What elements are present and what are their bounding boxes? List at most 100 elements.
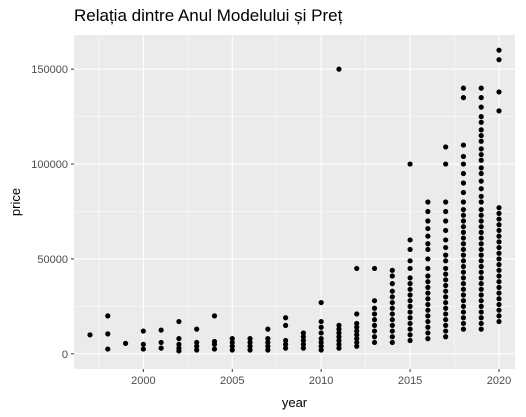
data-point: [496, 296, 502, 302]
data-point: [229, 339, 235, 346]
data-point: [478, 85, 484, 91]
data-point: [425, 256, 431, 262]
data-point: [425, 296, 431, 302]
data-point: [460, 218, 467, 224]
data-point: [478, 286, 484, 292]
data-point: [478, 246, 484, 253]
data-point: [425, 290, 431, 296]
data-point: [354, 343, 360, 349]
data-point: [407, 332, 413, 338]
data-point: [496, 89, 502, 95]
data-point: [478, 127, 484, 133]
data-point: [407, 258, 413, 264]
data-point: [354, 336, 360, 342]
data-point: [496, 267, 502, 273]
data-point: [478, 146, 484, 152]
data-point: [478, 224, 484, 230]
data-point: [300, 330, 306, 336]
minor-gridlines: [74, 35, 515, 369]
data-point: [496, 205, 502, 211]
data-point: [443, 322, 449, 328]
data-point: [478, 114, 484, 120]
data-point: [460, 286, 467, 292]
data-point: [443, 299, 449, 306]
data-point: [176, 341, 182, 347]
data-point: [194, 339, 200, 346]
data-point: [478, 281, 484, 287]
data-point: [478, 119, 484, 125]
data-point: [443, 317, 449, 323]
data-point: [371, 311, 378, 317]
data-point: [496, 210, 502, 216]
data-point: [407, 320, 413, 327]
data-point: [460, 170, 467, 177]
data-point: [425, 225, 431, 232]
data-point: [407, 298, 413, 304]
data-point: [407, 303, 413, 309]
data-point: [443, 161, 449, 167]
data-point: [425, 324, 431, 330]
data-point: [478, 151, 484, 158]
data-point: [478, 206, 484, 213]
data-point: [407, 246, 413, 253]
data-point: [176, 336, 182, 342]
data-point: [425, 307, 431, 313]
data-point: [496, 262, 502, 268]
x-axis-title: year: [282, 395, 308, 410]
data-point: [443, 199, 449, 205]
data-point: [496, 256, 502, 262]
data-point: [478, 229, 484, 235]
data-point: [336, 326, 342, 332]
data-point: [283, 341, 289, 347]
data-point: [460, 95, 467, 101]
data-point: [478, 218, 484, 224]
data-point: [460, 298, 467, 304]
data-point: [496, 216, 502, 222]
y-tick-label: 50000: [37, 254, 68, 266]
data-point: [460, 292, 467, 298]
data-point: [478, 269, 484, 275]
data-point: [425, 273, 431, 279]
data-point: [389, 311, 395, 317]
data-point: [247, 347, 253, 353]
data-point: [176, 345, 182, 351]
data-point: [336, 322, 342, 328]
data-point: [318, 343, 324, 349]
data-point: [229, 336, 235, 342]
y-tick-label: 150000: [31, 64, 68, 76]
data-point: [407, 315, 413, 321]
data-point: [389, 267, 395, 273]
data-point: [283, 345, 289, 351]
data-point: [443, 265, 449, 272]
data-point: [460, 281, 467, 287]
data-point: [140, 328, 146, 334]
data-point: [425, 265, 431, 272]
data-point: [478, 178, 484, 184]
data-point: [460, 212, 467, 218]
data-point: [460, 315, 467, 321]
plot-panel: [74, 35, 515, 369]
data-point: [407, 326, 413, 332]
data-point: [478, 303, 484, 309]
data-point: [460, 303, 467, 309]
y-tick-label: 0: [62, 349, 68, 361]
data-point: [460, 180, 467, 186]
x-tick-label: 2010: [309, 375, 333, 387]
data-point: [478, 326, 484, 332]
data-point: [496, 318, 502, 325]
data-point: [265, 347, 271, 353]
data-point: [87, 332, 93, 338]
data-point: [460, 142, 467, 148]
data-point: [318, 318, 324, 325]
data-point: [283, 315, 289, 321]
data-point: [460, 229, 467, 235]
data-point: [247, 339, 253, 346]
data-point: [460, 269, 467, 275]
data-point: [194, 343, 200, 349]
data-point: [105, 346, 111, 352]
data-point: [371, 305, 378, 311]
data-point: [496, 279, 502, 285]
data-point: [140, 341, 146, 347]
data-point: [478, 186, 484, 192]
